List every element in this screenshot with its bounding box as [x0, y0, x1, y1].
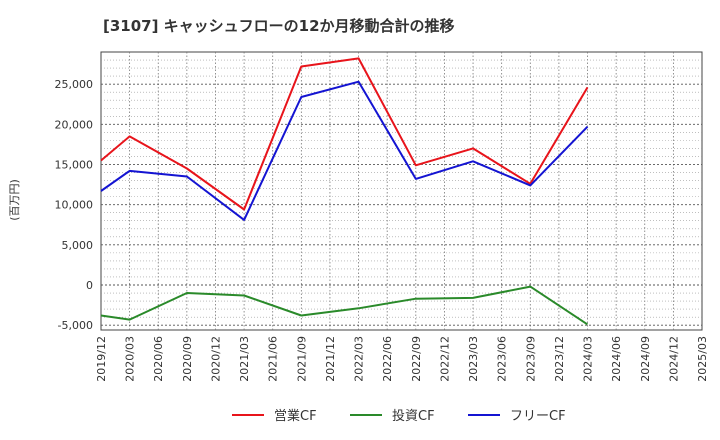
y-tick-label: 10,000 [55, 199, 94, 212]
x-tick-label: 2024/09 [639, 336, 652, 382]
x-tick-label: 2023/09 [524, 336, 537, 382]
x-tick-label: 2019/12 [95, 336, 108, 382]
series-line-3 [100, 80, 589, 221]
y-tick-label: 20,000 [55, 118, 94, 131]
x-tick-label: 2024/06 [610, 336, 623, 382]
x-tick-label: 2022/09 [410, 336, 423, 382]
x-tick-label: 2022/06 [381, 336, 394, 382]
x-tick-label: 2023/06 [496, 336, 509, 382]
x-tick-label: 2020/12 [209, 336, 222, 382]
x-tick-label: 2025/03 [696, 336, 709, 382]
chart-title: [3107] キャッシュフローの12か月移動合計の推移 [103, 17, 455, 35]
y-tick-label: 25,000 [55, 78, 94, 91]
x-tick-label: 2023/12 [553, 336, 566, 382]
x-tick-label: 2023/03 [467, 336, 480, 382]
x-axis-ticks: 2019/12 2020/03 2020/06 2020/09 2020/12 2021/… [95, 336, 709, 382]
x-tick-label: 2021/06 [267, 336, 280, 382]
x-tick-label: 2022/12 [438, 336, 451, 382]
x-tick-label: 2021/09 [295, 336, 308, 382]
y-tick-label: -5,000 [58, 319, 93, 332]
y-axis-ticks: -5,000 0 5,000 10,000 15,000 20,000 25,000 [55, 78, 94, 332]
x-tick-label: 2020/03 [124, 336, 137, 382]
plot-area [100, 51, 703, 331]
y-tick-label: 0 [86, 279, 93, 292]
y-axis-label: (百万円) [8, 179, 21, 221]
series-line-1 [100, 57, 589, 211]
series-layer [100, 57, 589, 326]
x-tick-label: 2020/06 [152, 336, 165, 382]
x-tick-label: 2024/12 [667, 336, 680, 382]
y-tick-label: 5,000 [62, 239, 94, 252]
legend-label-1: 営業CF [274, 408, 317, 424]
x-tick-label: 2021/12 [324, 336, 337, 382]
x-tick-label: 2022/03 [353, 336, 366, 382]
legend-label-2: 投資CF [392, 408, 435, 424]
plot-frame [100, 51, 703, 331]
series-line-2 [100, 285, 589, 326]
x-tick-label: 2021/03 [238, 336, 251, 382]
y-tick-label: 15,000 [55, 158, 94, 171]
x-tick-label: 2024/03 [582, 336, 595, 382]
legend: 営業CF 投資CF フリーCF [232, 408, 566, 424]
x-tick-label: 2020/09 [181, 336, 194, 382]
legend-label-3: フリーCF [510, 409, 566, 424]
